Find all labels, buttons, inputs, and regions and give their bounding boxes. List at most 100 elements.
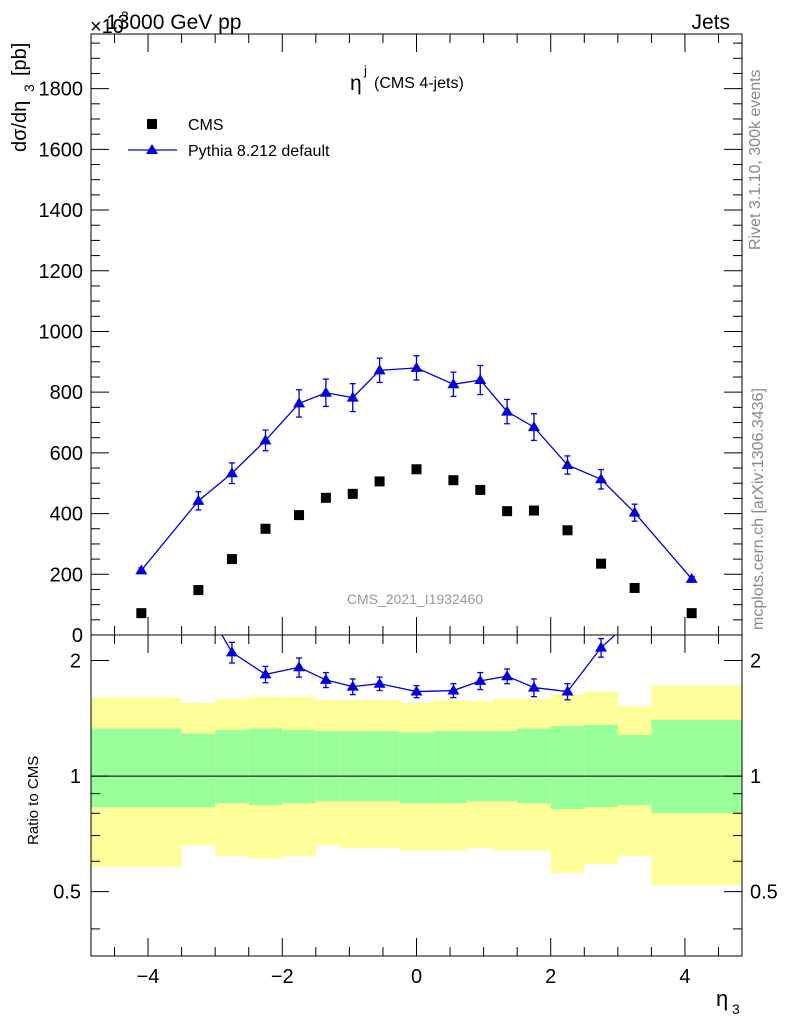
main-title-symbol: η (350, 72, 362, 95)
cms-point (629, 582, 640, 593)
pythia-point (501, 405, 514, 416)
ratio-pythia-series (221, 611, 641, 701)
x-tick-label: −2 (271, 966, 294, 988)
pythia-point (561, 459, 574, 470)
ratio-pythia-point (595, 641, 608, 652)
ratio-pythia-point (373, 677, 386, 688)
main-y-tick-label: 1200 (39, 261, 84, 283)
cms-point (226, 554, 237, 565)
main-y-axis-label: dσ/dη 3 [pb] (9, 43, 37, 152)
cms-point (475, 484, 486, 495)
pythia-series (135, 355, 698, 583)
cms-point (347, 488, 358, 499)
pythia-point (293, 397, 306, 408)
analysis-label: CMS_2021_I1932460 (347, 591, 483, 607)
ratio-axis-ticks (91, 635, 742, 956)
main-title-sup: j (363, 63, 367, 78)
pythia-point (192, 494, 205, 505)
ratio-pythia-point (410, 685, 423, 696)
cms-point (562, 525, 573, 536)
cms-point (596, 558, 607, 569)
main-y-axis-label-sub: 3 (21, 84, 37, 92)
pythia-point (319, 386, 332, 397)
x-axis-label-sub: 3 (732, 1001, 740, 1017)
y-exponent-power: 3 (121, 8, 129, 24)
x-axis-label: η 3 (716, 986, 740, 1017)
legend: CMS Pythia 8.212 default (128, 117, 330, 160)
green-band-bin (517, 728, 551, 804)
ratio-pythia-point (474, 674, 487, 685)
y-exponent-base: ×10 (90, 16, 124, 38)
green-band-bin (91, 728, 182, 808)
green-band-bin (181, 733, 216, 808)
ratio-y-tick-label-right: 1 (750, 766, 761, 788)
ratio-series-group (221, 611, 641, 701)
legend-pythia-marker (146, 144, 158, 154)
pythia-point (346, 391, 359, 402)
cms-series (136, 464, 697, 619)
green-band-bin (550, 726, 585, 810)
ratio-pythia-point (319, 673, 332, 684)
main-y-tick-label: 0 (72, 625, 83, 647)
ratio-uncertainty-bands (91, 685, 742, 886)
main-y-tick-label: 1400 (39, 200, 84, 222)
ratio-y-tick-label-right: 2 (750, 650, 761, 672)
pythia-point (410, 361, 423, 372)
ratio-pythia-point (259, 668, 272, 679)
ratio-y-tick-label: 0.5 (53, 882, 81, 904)
ratio-pythia-point (629, 611, 641, 621)
main-y-tick-label: 1800 (39, 79, 84, 101)
ratio-pythia-point (561, 685, 574, 696)
x-tick-label: 2 (545, 966, 556, 988)
main-y-tick-label: 800 (50, 382, 83, 404)
cms-point (448, 475, 459, 486)
main-title-text: (CMS 4-jets) (374, 75, 464, 92)
cms-point (193, 585, 204, 596)
pythia-point (628, 506, 641, 517)
pythia-point (527, 421, 540, 432)
ratio-pythia-point (293, 661, 306, 672)
ratio-y-axis-label: Ratio to CMS (25, 756, 42, 845)
legend-cms-label: CMS (188, 117, 224, 134)
pythia-point (225, 467, 238, 478)
green-band-bin (248, 728, 283, 806)
mcplots-label: mcplots.cern.ch [arXiv:1306.3436] (750, 388, 767, 630)
main-y-tick-label: 600 (50, 443, 83, 465)
ratio-pythia-point (225, 646, 238, 657)
main-y-axis-label-text: dσ/dη (9, 101, 31, 152)
rivet-label: Rivet 3.1.10, 300k events (747, 69, 764, 250)
y-exponent-label: ×10 3 (90, 8, 129, 38)
main-y-tick-label: 200 (50, 564, 83, 586)
cms-point (320, 492, 331, 503)
legend-cms-marker (147, 119, 157, 129)
pythia-point (135, 564, 148, 575)
ratio-pythia-point (527, 681, 540, 692)
green-band-bin (366, 731, 400, 802)
green-band-bin (282, 729, 316, 804)
green-band-bin (315, 731, 340, 802)
x-axis-label-text: η (716, 986, 728, 1011)
ratio-pythia-point (501, 670, 514, 681)
pythia-point (474, 374, 487, 385)
green-band-bin (617, 734, 652, 806)
main-panel: 0 200 400 600 800 1000 1200 1400 1600 1800 η j (C… (9, 33, 743, 647)
cms-point (374, 476, 385, 487)
main-series-group (135, 355, 698, 619)
x-tick-label: −4 (137, 966, 160, 988)
cms-point (136, 608, 147, 619)
main-y-tick-label: 1000 (39, 321, 84, 343)
ratio-y-tick-label: 2 (70, 650, 81, 672)
green-band-bin (651, 719, 742, 814)
header-right-label: Jets (691, 11, 730, 34)
main-title: η j (CMS 4-jets) (350, 63, 464, 95)
pythia-point (447, 378, 460, 389)
pythia-point (373, 364, 386, 375)
green-band-bin (339, 731, 367, 802)
cms-point (260, 523, 271, 534)
main-y-tick-labels: 0 200 400 600 800 1000 1200 1400 1600 1800 (39, 79, 84, 647)
x-tick-label: 4 (679, 966, 690, 988)
ratio-frame (90, 634, 743, 957)
ratio-y-tick-label-right: 0.5 (750, 882, 778, 904)
cms-point (528, 505, 539, 516)
